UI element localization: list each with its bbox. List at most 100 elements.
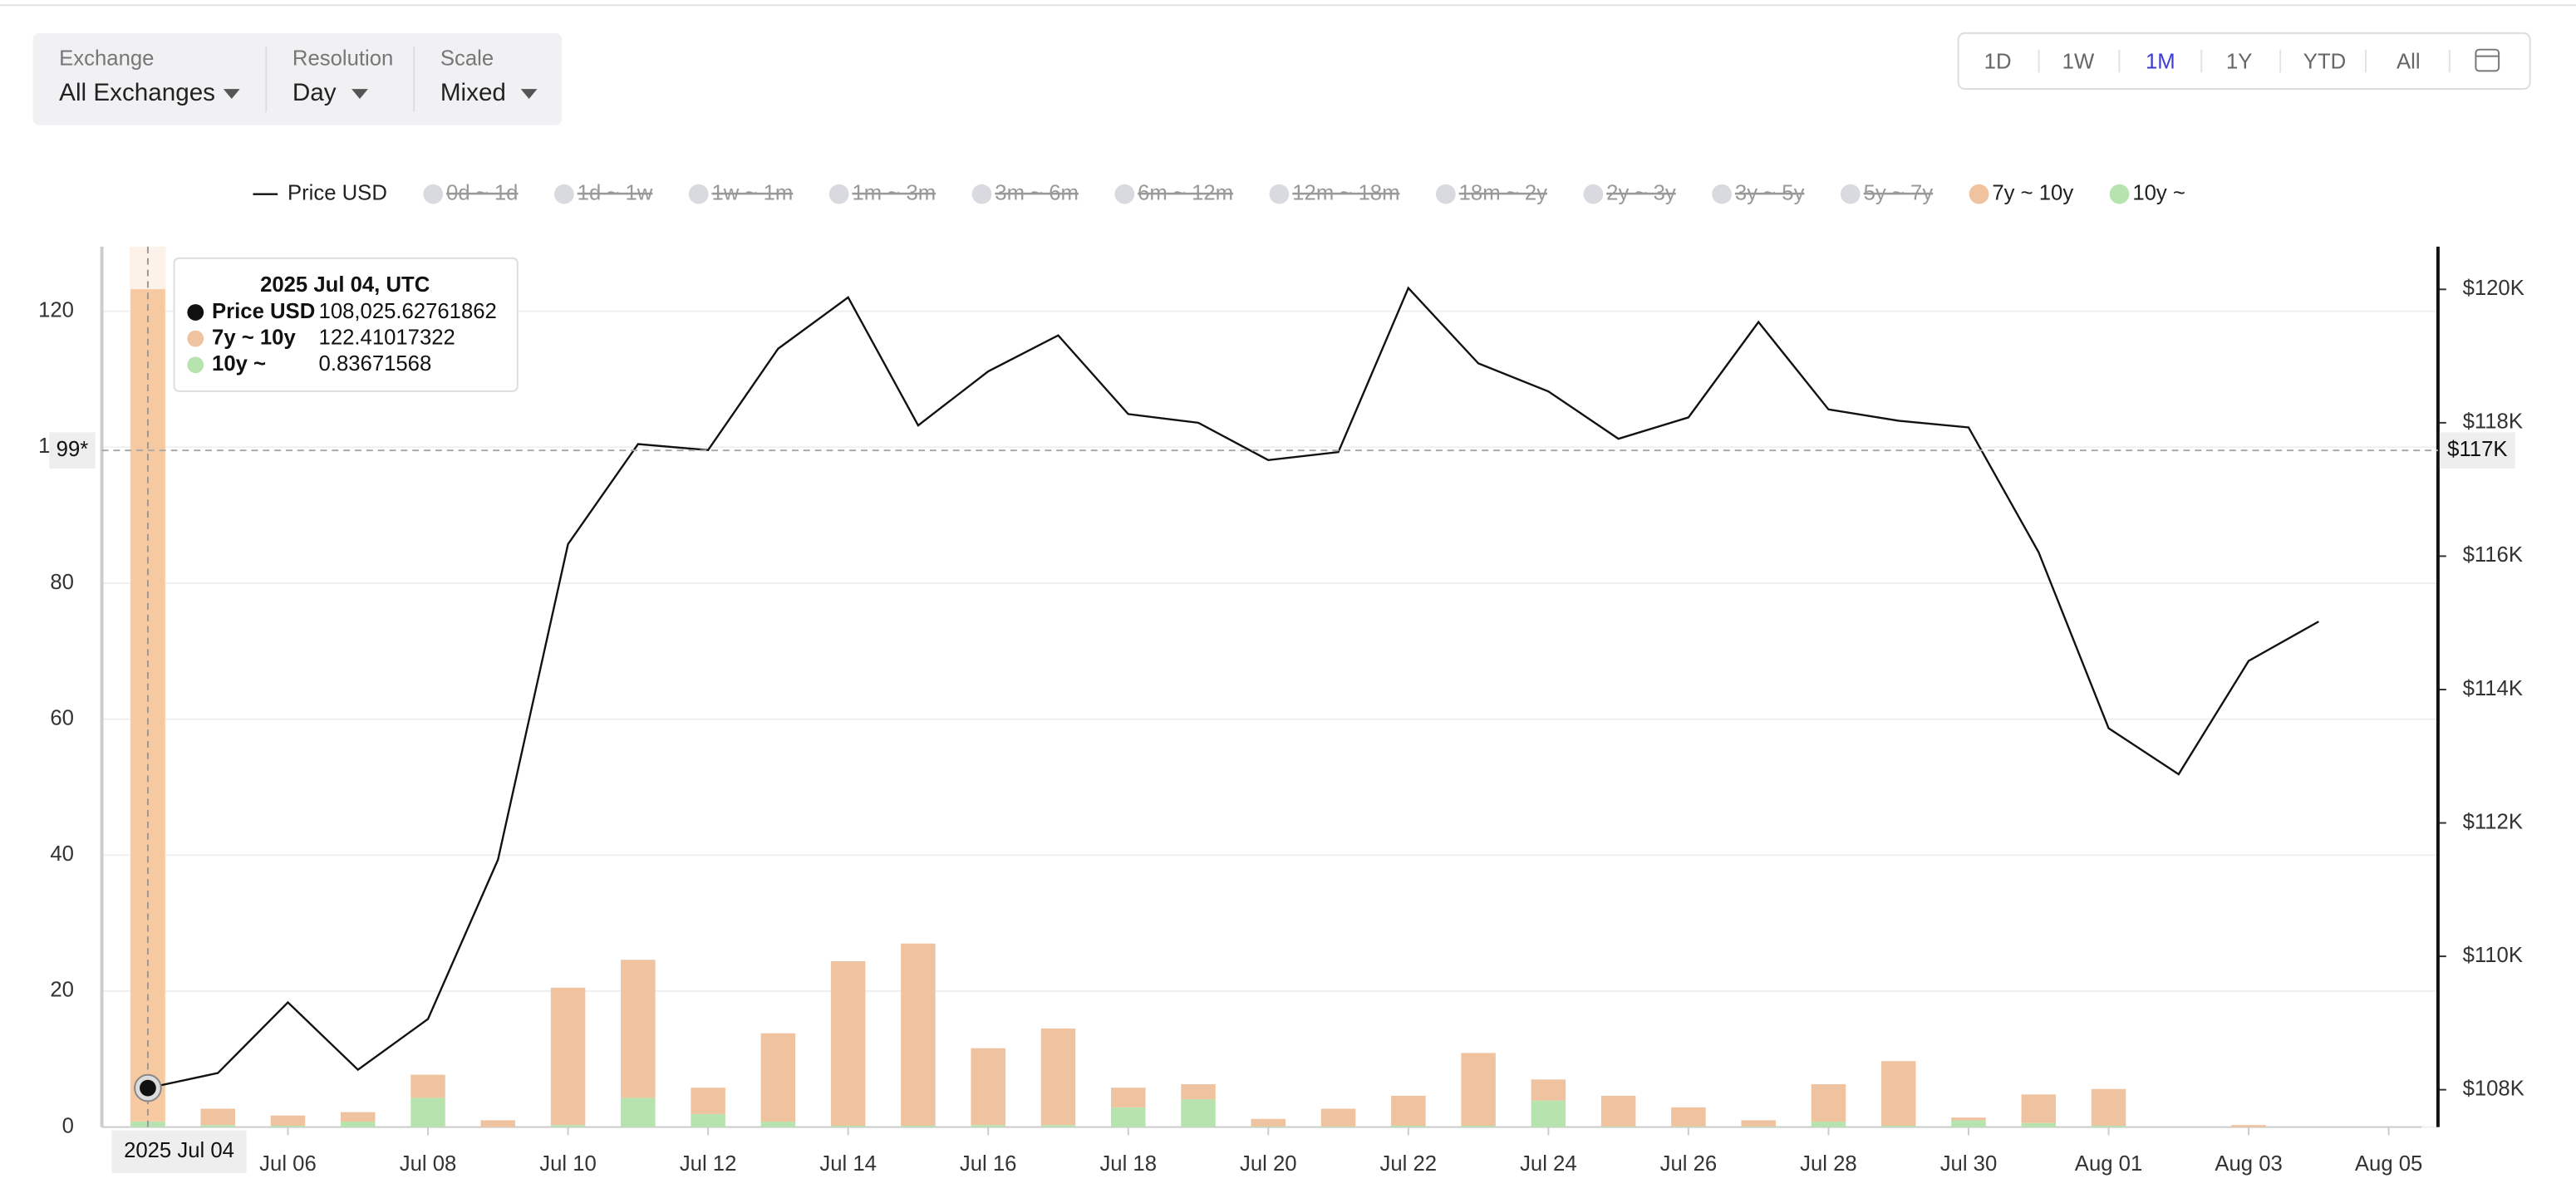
crosshair-label: $117K <box>2447 438 2507 461</box>
tooltip-value: 122.41017322 <box>319 326 455 349</box>
bar <box>550 1125 586 1127</box>
bar <box>1811 1122 1846 1127</box>
bar <box>621 960 656 1098</box>
y2-tick-label: $118K <box>2463 410 2523 434</box>
y-tick-label: 60 <box>50 706 74 729</box>
x-tick-label: Jul 10 <box>539 1152 597 1176</box>
bar <box>1951 1120 1986 1127</box>
x-tick-label: Jul 26 <box>1660 1152 1718 1176</box>
x-tick-label: Jul 28 <box>1800 1152 1857 1176</box>
x-tick-label: Aug 03 <box>2215 1152 2282 1176</box>
bar <box>1110 1107 1146 1127</box>
bar <box>1671 1107 1706 1127</box>
y2-tick-label: $110K <box>2463 944 2523 967</box>
tooltip-name: 7y ~ 10y <box>212 326 296 349</box>
dropdown-arrow[interactable] <box>223 89 240 99</box>
range-button[interactable]: 1Y <box>2226 50 2252 73</box>
legend-label[interactable]: 0d ~ 1d <box>446 181 518 204</box>
calendar-icon[interactable] <box>2475 48 2500 72</box>
bar <box>691 1088 725 1115</box>
dropdown-arrow[interactable] <box>520 89 538 99</box>
dropdown-arrow[interactable] <box>351 89 368 99</box>
legend-label[interactable]: 12m ~ 18m <box>1292 181 1399 204</box>
price-line <box>147 286 2319 1089</box>
legend-swatch <box>688 184 709 204</box>
bar <box>1181 1084 1216 1100</box>
tooltip-name: Price USD <box>212 300 315 323</box>
y-tick-label: 0 <box>62 1114 74 1137</box>
bar <box>480 1120 516 1127</box>
calendar-button[interactable] <box>2475 48 2500 72</box>
control-label: Exchange <box>59 47 154 70</box>
legend-label[interactable]: 3m ~ 6m <box>995 181 1079 204</box>
bar <box>830 1125 866 1127</box>
plot: 020406080100120$108K$110K$112K$114K$116K… <box>38 246 2524 1176</box>
bar <box>340 1112 376 1122</box>
range-button[interactable]: All <box>2397 50 2421 73</box>
y2-tick-label: $112K <box>2463 810 2523 833</box>
tooltip-dot <box>187 356 204 374</box>
x-tick-label: Jul 12 <box>680 1152 737 1176</box>
bar <box>691 1114 725 1127</box>
legend-label[interactable]: 5y ~ 7y <box>1864 181 1934 204</box>
bar <box>1600 1095 1636 1127</box>
bar <box>971 1125 1005 1127</box>
bar <box>340 1122 376 1127</box>
x-tick-label: 2025 Jul 04 <box>124 1139 234 1162</box>
bar <box>1110 1088 1146 1107</box>
legend-label[interactable]: 18m ~ 2y <box>1459 181 1548 204</box>
scale-select[interactable]: Mixed <box>440 79 506 106</box>
tooltip-box <box>173 257 519 392</box>
legend-label[interactable]: 1d ~ 1w <box>578 181 653 204</box>
control-label: Resolution <box>293 47 393 70</box>
legend-label[interactable]: 2y ~ 3y <box>1606 181 1676 204</box>
legend-label[interactable]: Price USD <box>288 181 387 204</box>
range-button[interactable]: 1D <box>1984 50 2012 73</box>
y-tick-label: 40 <box>50 842 74 866</box>
y-tick-label: 80 <box>50 571 74 594</box>
bar <box>2021 1094 2057 1123</box>
exchange-select[interactable]: All Exchanges <box>59 79 215 106</box>
bar <box>1951 1117 1986 1121</box>
legend-swatch <box>553 184 574 204</box>
bar <box>1391 1125 1426 1127</box>
legend-label[interactable]: 10y ~ <box>2132 181 2185 204</box>
bar <box>1880 1125 1916 1127</box>
legend-label[interactable]: 6m ~ 12m <box>1138 181 1233 204</box>
x-tick-label: Jul 08 <box>400 1152 457 1176</box>
bar <box>200 1125 235 1127</box>
legend-swatch <box>1712 184 1732 204</box>
bar <box>410 1074 445 1098</box>
x-tick-label: Jul 14 <box>819 1152 877 1176</box>
bar <box>1040 1028 1076 1126</box>
legend-label[interactable]: 3y ~ 5y <box>1735 181 1805 204</box>
control-label: Scale <box>440 47 494 70</box>
tooltip-title: 2025 Jul 04, UTC <box>260 273 430 297</box>
x-tick-label: Jul 18 <box>1099 1152 1157 1176</box>
x-tick-label: Jul 20 <box>1240 1152 1297 1176</box>
bar <box>1461 1053 1496 1126</box>
bar <box>550 987 586 1126</box>
bar <box>2091 1088 2126 1126</box>
y-tick-label: 120 <box>38 298 74 322</box>
legend-swatch <box>828 184 849 204</box>
bar <box>901 1125 936 1127</box>
bar <box>2091 1125 2126 1127</box>
legend-label[interactable]: 1w ~ 1m <box>712 181 794 204</box>
bar <box>270 1125 306 1127</box>
range-button[interactable]: 1W <box>2062 50 2095 73</box>
range-bar <box>1957 32 2531 91</box>
resolution-select[interactable]: Day <box>293 79 337 106</box>
control-panel <box>32 32 563 125</box>
legend-label[interactable]: 1m ~ 3m <box>852 181 936 204</box>
x-tick-label: Jul 06 <box>259 1152 317 1176</box>
x-tick-label: Jul 30 <box>1940 1152 1998 1176</box>
y2-tick-label: $108K <box>2463 1077 2524 1100</box>
y2-tick-label: $120K <box>2463 277 2524 300</box>
legend-swatch <box>1583 184 1604 204</box>
crosshair-label-box <box>49 432 96 469</box>
legend-label[interactable]: 7y ~ 10y <box>1992 181 2073 204</box>
x-tick-label: Jul 16 <box>960 1152 1017 1176</box>
range-button[interactable]: YTD <box>2303 50 2346 73</box>
range-button[interactable]: 1M <box>2146 50 2175 73</box>
